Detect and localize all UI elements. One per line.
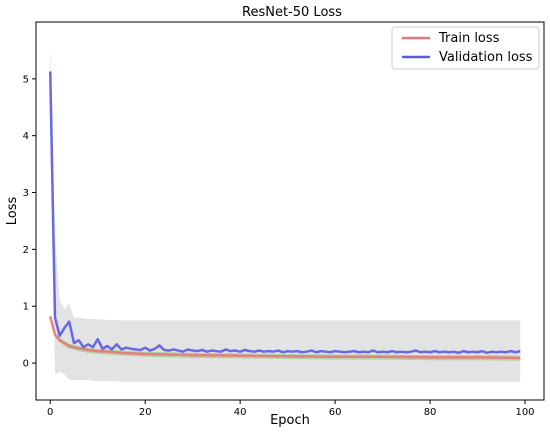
- series-line-0: [49, 316, 521, 360]
- y-axis-label: Loss: [5, 197, 20, 226]
- legend-label-train: Train loss: [438, 31, 500, 46]
- chart-title: ResNet-50 Loss: [242, 5, 342, 20]
- y-tick-label: 5: [23, 74, 29, 85]
- y-axis: 0 1 2 3 4 5: [23, 74, 36, 370]
- x-tick-label: 20: [139, 407, 152, 418]
- plot-frame: [35, 21, 545, 401]
- x-tick-label: 40: [234, 407, 247, 418]
- legend-label-validation: Validation loss: [439, 50, 533, 65]
- legend: Train loss Validation loss: [391, 26, 540, 70]
- y-tick-label: 3: [23, 188, 29, 199]
- x-tick-label: 60: [329, 407, 342, 418]
- y-tick-label: 4: [23, 131, 29, 142]
- series-line-1: [48, 71, 521, 355]
- series-lines: [48, 71, 521, 360]
- x-tick-label: 100: [515, 407, 534, 418]
- band-0: [50, 41, 521, 382]
- x-axis: 0 20 40 60 80 100: [47, 400, 535, 418]
- y-tick-label: 2: [23, 245, 29, 256]
- y-tick-label: 1: [23, 302, 29, 313]
- x-axis-label: Epoch: [270, 413, 310, 428]
- x-tick-label: 0: [47, 407, 53, 418]
- y-tick-label: 0: [23, 359, 29, 370]
- plot-area: [35, 21, 545, 401]
- x-tick-label: 80: [424, 407, 437, 418]
- confidence-bands: [50, 41, 521, 382]
